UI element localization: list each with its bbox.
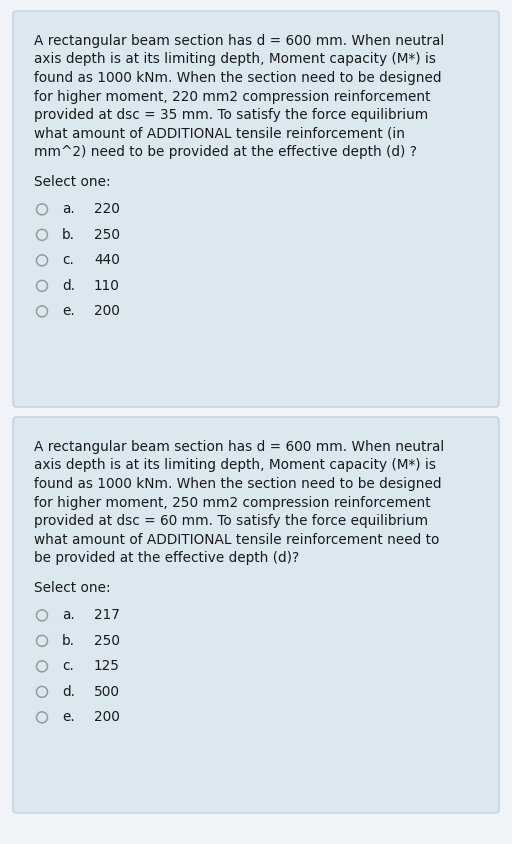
Text: provided at dsc = 60 mm. To satisfy the force equilibrium: provided at dsc = 60 mm. To satisfy the …	[34, 514, 428, 528]
Text: 500: 500	[94, 684, 120, 699]
Text: what amount of ADDITIONAL tensile reinforcement need to: what amount of ADDITIONAL tensile reinfo…	[34, 533, 439, 547]
Text: e.: e.	[62, 711, 75, 724]
Text: 220: 220	[94, 203, 120, 216]
Text: found as 1000 kNm. When the section need to be designed: found as 1000 kNm. When the section need…	[34, 71, 441, 85]
Text: 200: 200	[94, 305, 120, 318]
Text: provided at dsc = 35 mm. To satisfy the force equilibrium: provided at dsc = 35 mm. To satisfy the …	[34, 108, 428, 122]
FancyBboxPatch shape	[13, 417, 499, 813]
Text: c.: c.	[62, 253, 74, 268]
Text: d.: d.	[62, 279, 75, 293]
Text: 125: 125	[94, 659, 120, 674]
Text: 250: 250	[94, 228, 120, 242]
Text: axis depth is at its limiting depth, Moment capacity (M*) is: axis depth is at its limiting depth, Mom…	[34, 52, 436, 67]
Text: mm^2) need to be provided at the effective depth (d) ?: mm^2) need to be provided at the effecti…	[34, 145, 417, 159]
Text: found as 1000 kNm. When the section need to be designed: found as 1000 kNm. When the section need…	[34, 477, 441, 491]
Text: be provided at the effective depth (d)?: be provided at the effective depth (d)?	[34, 551, 299, 565]
Text: 440: 440	[94, 253, 120, 268]
Text: 200: 200	[94, 711, 120, 724]
Text: A rectangular beam section has d = 600 mm. When neutral: A rectangular beam section has d = 600 m…	[34, 440, 444, 454]
Text: Select one:: Select one:	[34, 175, 111, 188]
Text: c.: c.	[62, 659, 74, 674]
Text: Select one:: Select one:	[34, 581, 111, 595]
Text: A rectangular beam section has d = 600 mm. When neutral: A rectangular beam section has d = 600 m…	[34, 34, 444, 48]
Text: 250: 250	[94, 634, 120, 648]
Text: a.: a.	[62, 609, 75, 622]
Text: for higher moment, 250 mm2 compression reinforcement: for higher moment, 250 mm2 compression r…	[34, 495, 431, 510]
Text: d.: d.	[62, 684, 75, 699]
Text: b.: b.	[62, 228, 75, 242]
Text: b.: b.	[62, 634, 75, 648]
Text: a.: a.	[62, 203, 75, 216]
Text: for higher moment, 220 mm2 compression reinforcement: for higher moment, 220 mm2 compression r…	[34, 89, 431, 104]
Text: axis depth is at its limiting depth, Moment capacity (M*) is: axis depth is at its limiting depth, Mom…	[34, 458, 436, 473]
FancyBboxPatch shape	[13, 11, 499, 407]
Text: 110: 110	[94, 279, 120, 293]
Text: 217: 217	[94, 609, 120, 622]
Text: e.: e.	[62, 305, 75, 318]
Text: what amount of ADDITIONAL tensile reinforcement (in: what amount of ADDITIONAL tensile reinfo…	[34, 127, 405, 140]
